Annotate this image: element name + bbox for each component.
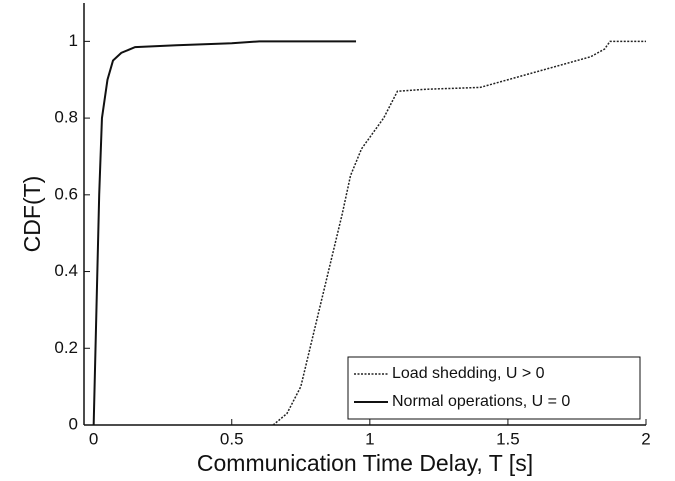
y-tick-label: 0.8 bbox=[54, 108, 78, 127]
x-tick-label: 0 bbox=[89, 429, 98, 448]
x-tick-label: 2 bbox=[641, 429, 650, 448]
x-tick-label: 0.5 bbox=[220, 429, 244, 448]
x-tick-label: 1 bbox=[365, 429, 374, 448]
y-tick-label: 0.6 bbox=[54, 184, 78, 203]
y-tick-label: 1 bbox=[69, 31, 78, 50]
y-tick-label: 0.2 bbox=[54, 338, 78, 357]
legend-label: Load shedding, U > 0 bbox=[392, 365, 545, 382]
legend-label: Normal operations, U = 0 bbox=[392, 393, 570, 410]
y-tick-label: 0.4 bbox=[54, 261, 78, 280]
x-tick-label: 1.5 bbox=[496, 429, 520, 448]
series-line bbox=[92, 40, 357, 426]
series-line bbox=[272, 40, 646, 426]
x-axis-label: Communication Time Delay, T [s] bbox=[197, 450, 533, 476]
y-axis-label: CDF(T) bbox=[19, 176, 45, 253]
legend-box bbox=[347, 356, 641, 420]
y-tick-label: 0 bbox=[69, 414, 78, 433]
